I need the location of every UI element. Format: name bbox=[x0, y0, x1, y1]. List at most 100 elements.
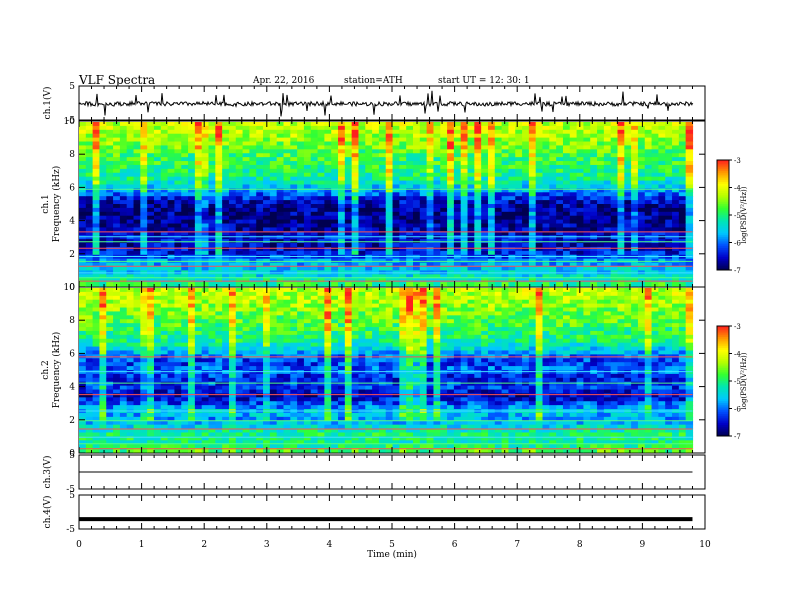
spectrogram-cell bbox=[515, 216, 522, 221]
spectrogram-cell bbox=[597, 224, 604, 229]
spectrogram-cell bbox=[481, 134, 488, 139]
spectrogram-cell bbox=[618, 255, 625, 260]
spectrogram-cell bbox=[468, 227, 475, 232]
spectrogram-cell bbox=[331, 247, 338, 252]
spectrogram-cell bbox=[99, 327, 106, 332]
spectrogram-cell bbox=[236, 255, 243, 260]
spectrogram-cell bbox=[120, 382, 127, 387]
spectrogram-cell bbox=[324, 216, 331, 221]
spectrogram-cell bbox=[93, 126, 100, 130]
spectrogram-cell bbox=[358, 122, 365, 127]
spectrogram-cell bbox=[536, 161, 543, 166]
spectrogram-cell bbox=[597, 134, 604, 139]
spectrogram-cell bbox=[168, 247, 175, 252]
spectrogram-cell bbox=[324, 196, 331, 201]
spectrogram-cell bbox=[508, 134, 515, 139]
spectrogram-cell bbox=[556, 204, 563, 209]
spectrogram-cell bbox=[556, 247, 563, 252]
spectrogram-cell bbox=[290, 177, 297, 182]
spectrogram-cell bbox=[311, 169, 318, 174]
spectrogram-cell bbox=[249, 308, 256, 313]
spectrogram-cell bbox=[188, 216, 195, 221]
spectrogram-cell bbox=[502, 243, 509, 248]
spectrogram-cell bbox=[215, 405, 222, 410]
spectrogram-cell bbox=[202, 304, 209, 309]
spectrogram-cell bbox=[406, 204, 413, 209]
spectrogram-cell bbox=[638, 220, 645, 225]
spectrogram-cell bbox=[283, 157, 290, 162]
spectrogram-cell bbox=[161, 343, 168, 348]
spectrogram-cell bbox=[413, 220, 420, 225]
spectrogram-cell bbox=[631, 145, 638, 150]
spectrogram-cell bbox=[318, 282, 325, 287]
spectrogram-cell bbox=[93, 350, 100, 355]
spectrogram-cell bbox=[140, 204, 147, 209]
spectrogram-cell bbox=[79, 366, 86, 371]
spectrogram-cell bbox=[256, 282, 263, 287]
spectrogram-cell bbox=[106, 122, 113, 127]
spectrogram-cell bbox=[399, 138, 406, 143]
spectrogram-cell bbox=[556, 173, 563, 178]
spectrogram-cell bbox=[672, 184, 679, 189]
spectrogram-cell bbox=[181, 319, 188, 324]
spectrogram-cell bbox=[679, 278, 686, 283]
spectrogram-cell bbox=[93, 208, 100, 213]
spectrogram-cell bbox=[583, 255, 590, 260]
spectrogram-cell bbox=[270, 220, 277, 225]
spectrogram-cell bbox=[413, 177, 420, 182]
spectrogram-cell bbox=[188, 311, 195, 316]
spectrogram-cell bbox=[222, 339, 229, 344]
spectrogram-cell bbox=[665, 153, 672, 158]
spectrogram-cell bbox=[604, 181, 611, 186]
spectrogram-cell bbox=[461, 184, 468, 189]
spectrogram-cell bbox=[645, 169, 652, 174]
spectrogram-cell bbox=[168, 157, 175, 162]
spectrogram-cell bbox=[372, 138, 379, 143]
spectrogram-cell bbox=[243, 126, 250, 130]
spectrogram-cell bbox=[686, 126, 693, 130]
spectrogram-cell bbox=[386, 243, 393, 248]
spectrogram-cell bbox=[556, 157, 563, 162]
spectrogram-cell bbox=[256, 126, 263, 130]
spectrogram-cell bbox=[106, 405, 113, 410]
spectrogram-cell bbox=[454, 165, 461, 170]
spectrogram-cell bbox=[570, 200, 577, 205]
spectrogram-cell bbox=[202, 386, 209, 391]
spectrogram-cell bbox=[106, 255, 113, 260]
spectrogram-cell bbox=[202, 173, 209, 178]
spectrogram-cell bbox=[508, 266, 515, 271]
spectrogram-cell bbox=[209, 327, 216, 332]
spectrogram-cell bbox=[154, 319, 161, 324]
spectrogram-cell bbox=[243, 300, 250, 305]
spectrogram-cell bbox=[331, 122, 338, 127]
spectrogram-cell bbox=[181, 311, 188, 316]
spectrogram-cell bbox=[263, 327, 270, 332]
spectrogram-cell bbox=[583, 184, 590, 189]
spectrogram-cell bbox=[447, 227, 454, 232]
spectrogram-cell bbox=[195, 142, 202, 147]
spectrogram-cell bbox=[249, 145, 256, 150]
spectrogram-cell bbox=[297, 134, 304, 139]
spectrogram-cell bbox=[249, 212, 256, 217]
spectrogram-cell bbox=[113, 165, 120, 170]
spectrogram-cell bbox=[297, 196, 304, 201]
spectrogram-cell bbox=[624, 200, 631, 205]
spectrogram-cell bbox=[147, 350, 154, 355]
spectrogram-cell bbox=[134, 204, 141, 209]
spectrogram-cell bbox=[134, 138, 141, 143]
spectrogram-cell bbox=[161, 370, 168, 375]
spectrogram-cell bbox=[508, 173, 515, 178]
spectrogram-cell bbox=[372, 208, 379, 213]
spectrogram-cell bbox=[393, 204, 400, 209]
spectrogram-cell bbox=[372, 235, 379, 240]
spectrogram-cell bbox=[543, 278, 550, 283]
spectrogram-cell bbox=[140, 413, 147, 418]
spectrogram-cell bbox=[127, 184, 134, 189]
spectrogram-cell bbox=[631, 173, 638, 178]
spectrogram-cell bbox=[563, 177, 570, 182]
spectrogram-cell bbox=[236, 300, 243, 305]
spectrogram-cell bbox=[209, 173, 216, 178]
spectrogram-cell bbox=[195, 308, 202, 313]
spectrogram-cell bbox=[331, 173, 338, 178]
spectrogram-cell bbox=[474, 216, 481, 221]
